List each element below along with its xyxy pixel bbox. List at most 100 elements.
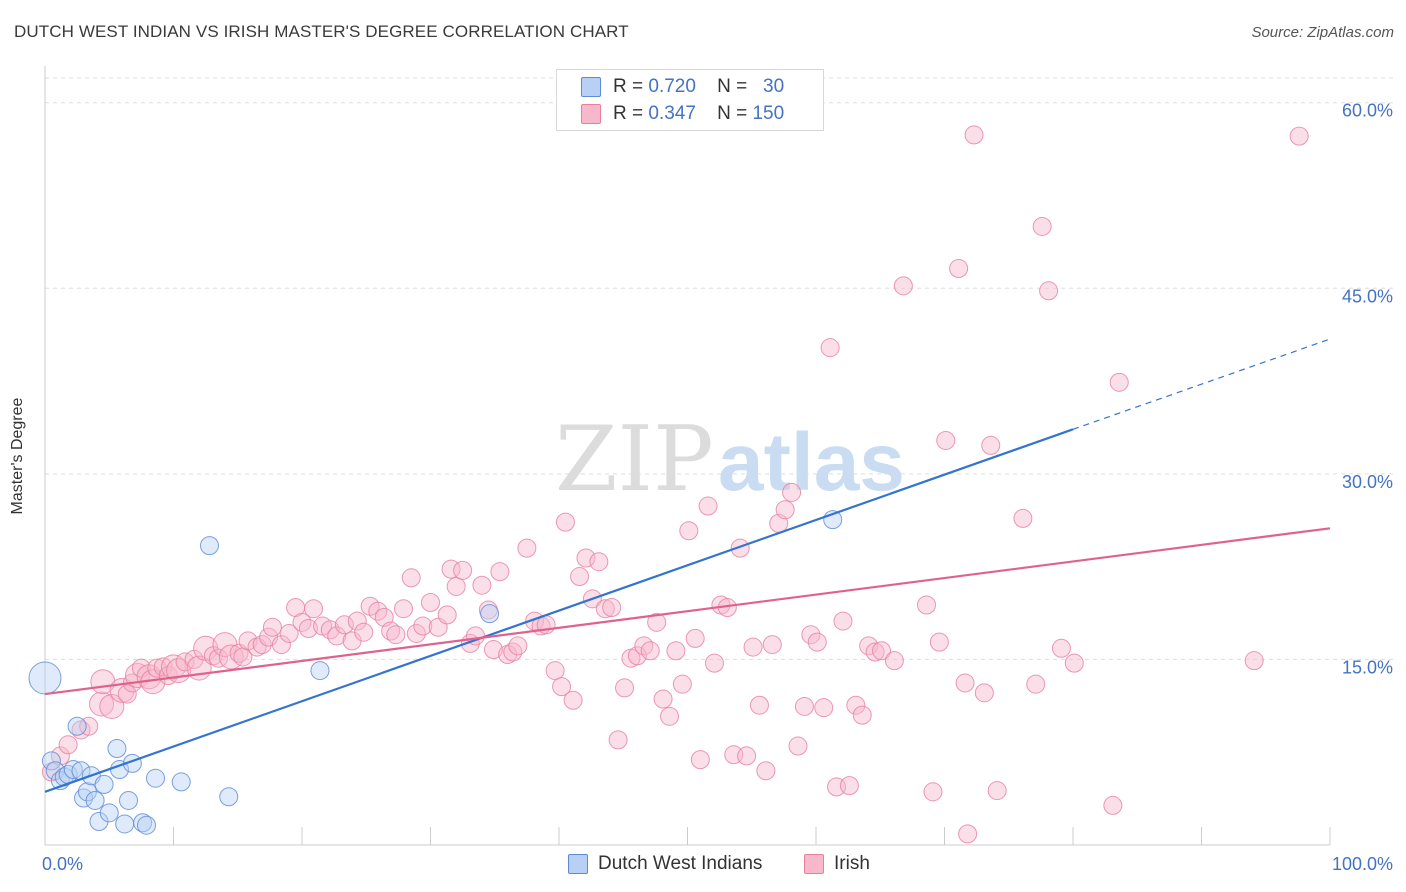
- pink-point-57: [421, 593, 440, 613]
- pink-point-15: [147, 658, 167, 678]
- pink-point-145: [1051, 638, 1071, 658]
- r-value-pink: 0.347: [648, 103, 696, 124]
- pink-point-32: [252, 635, 272, 655]
- blue-trend-line: [44, 428, 1074, 793]
- pink-point-123: [846, 695, 866, 715]
- pink-point-122: [839, 776, 859, 796]
- blue-point-22: [137, 815, 157, 835]
- blue-swatch: [581, 77, 601, 97]
- pink-point-7: [99, 693, 125, 719]
- pink-point-146: [1064, 653, 1084, 673]
- pink-point-140: [987, 781, 1007, 801]
- pink-point-134: [949, 259, 969, 279]
- pink-point-39: [298, 619, 318, 639]
- pink-point-131: [923, 782, 943, 802]
- source-credit: Source: ZipAtlas.com: [1251, 24, 1394, 41]
- blue-point-25: [199, 536, 219, 556]
- pink-point-35: [271, 635, 291, 655]
- pink-point-101: [704, 653, 724, 673]
- blue-point-19: [119, 790, 139, 810]
- pink-point-129: [893, 276, 913, 296]
- pink-point-5: [89, 691, 115, 717]
- x-tick-label-max: 100.0%: [1332, 854, 1393, 874]
- pink-point-147: [1103, 795, 1123, 815]
- pink-point-116: [801, 625, 821, 645]
- r-value-blue: 0.720: [648, 76, 696, 97]
- blue-point-6: [63, 760, 83, 780]
- pink-point-67: [483, 640, 503, 660]
- pink-point-124: [852, 705, 872, 725]
- pink-point-114: [788, 736, 808, 756]
- pink-point-17: [158, 666, 178, 686]
- pink-point-65: [472, 575, 492, 595]
- pink-point-143: [1032, 216, 1052, 236]
- pink-point-87: [615, 678, 635, 698]
- pink-point-51: [381, 621, 401, 641]
- pink-point-34: [262, 617, 282, 637]
- pink-point-130: [917, 595, 937, 615]
- pink-point-47: [354, 622, 374, 642]
- pink-point-61: [446, 576, 466, 596]
- watermark-atlas: atlas: [718, 417, 905, 508]
- grid-layer: [45, 77, 1395, 660]
- pink-point-96: [672, 674, 692, 694]
- n-value-blue: 30: [763, 76, 785, 97]
- pink-point-142: [1026, 674, 1046, 694]
- blue-point-1: [41, 751, 61, 771]
- pink-point-83: [589, 552, 609, 572]
- blue-point-27: [310, 661, 330, 681]
- blue-point-16: [107, 739, 127, 759]
- tick-labels: 15.0% 30.0% 45.0% 60.0% 0.0% 100.0%: [42, 101, 1393, 874]
- pink-point-44: [334, 615, 354, 635]
- pink-point-81: [576, 548, 596, 568]
- blue-point-14: [94, 774, 114, 794]
- legend-swatch-pink: [804, 854, 824, 874]
- pink-point-128: [884, 651, 904, 671]
- pink-point-2: [58, 735, 78, 755]
- pink-point-40: [304, 599, 324, 619]
- dutch-west-indian-points: [28, 510, 843, 835]
- r-label-blue: R =: [613, 76, 644, 97]
- y-tick-label-15: 15.0%: [1342, 657, 1393, 677]
- pink-point-109: [756, 761, 776, 781]
- pink-point-4: [79, 716, 99, 736]
- blue-point-26: [219, 787, 239, 807]
- pink-point-115: [794, 696, 814, 716]
- pink-point-118: [814, 698, 834, 718]
- pink-point-99: [690, 750, 710, 770]
- legend-item-dutch-west-indians[interactable]: Dutch West Indians: [568, 850, 762, 878]
- legend-label-dutch-west-indians: Dutch West Indians: [598, 853, 763, 874]
- legend-label-irish: Irish: [834, 853, 870, 874]
- pink-point-94: [660, 706, 680, 726]
- pink-point-149: [1244, 651, 1264, 671]
- pink-point-68: [490, 562, 510, 582]
- blue-point-24: [171, 772, 191, 792]
- blue-point-12: [85, 790, 105, 810]
- r-label-pink: R =: [613, 103, 644, 124]
- pink-point-113: [782, 482, 802, 502]
- pink-point-121: [833, 611, 853, 631]
- pink-point-36: [279, 623, 299, 643]
- blue-point-7: [67, 716, 87, 736]
- axis-layer: [44, 66, 1331, 846]
- pink-point-59: [437, 605, 457, 625]
- pink-point-93: [653, 689, 673, 709]
- blue-point-15: [99, 803, 119, 823]
- trend-lines: [44, 338, 1331, 793]
- pink-point-79: [563, 690, 583, 710]
- pink-point-148: [1109, 372, 1129, 392]
- pink-point-150: [1289, 126, 1309, 146]
- n-label-blue: N =: [717, 76, 748, 97]
- pink-point-77: [552, 677, 572, 697]
- pink-point-108: [749, 695, 769, 715]
- pink-point-71: [508, 636, 528, 656]
- pink-point-100: [698, 496, 718, 516]
- pink-point-133: [936, 430, 956, 450]
- pink-point-112: [775, 500, 795, 520]
- pink-point-54: [401, 568, 421, 588]
- pink-point-46: [347, 611, 367, 631]
- irish-points: [41, 125, 1309, 844]
- blue-point-0: [28, 661, 62, 695]
- legend-item-irish[interactable]: Irish: [804, 850, 870, 878]
- pink-point-25: [208, 648, 228, 668]
